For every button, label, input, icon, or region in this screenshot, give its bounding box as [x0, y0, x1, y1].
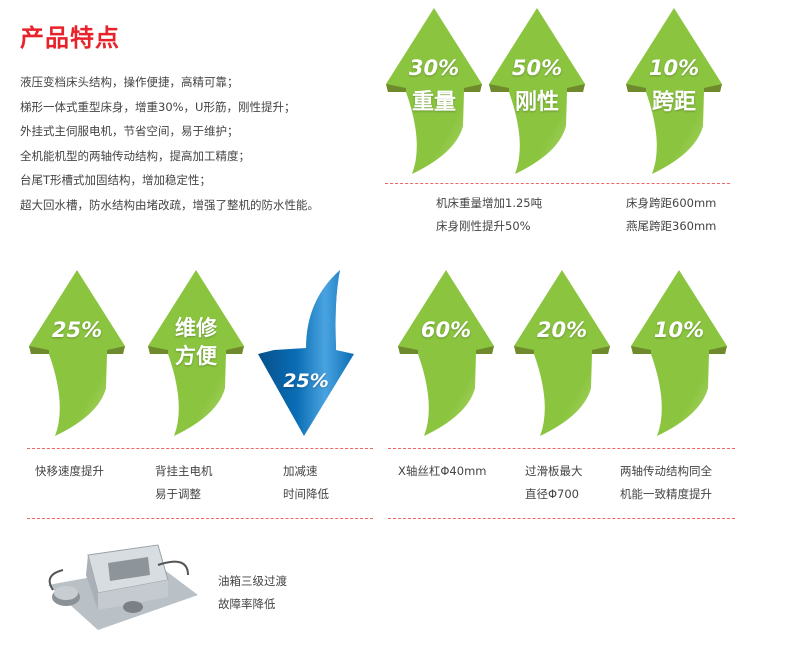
span-up-arrow-icon: 10% 跨距 — [624, 8, 724, 174]
arrow-value: 10% — [648, 56, 700, 80]
arrow-value: 25% — [51, 318, 103, 342]
caption-line: 机能一致精度提升 — [620, 487, 712, 501]
caption: X轴丝杠Φ40mm — [398, 460, 486, 483]
feature-item: 超大回水槽，防水结构由堵改疏，增强了整机的防水性能。 — [20, 197, 319, 212]
divider — [27, 518, 373, 519]
rapid-speed-up-arrow-icon: 25% — [27, 270, 127, 436]
caption-line: 过滑板最大 — [525, 464, 583, 478]
arrow-label: 跨距 — [651, 90, 696, 115]
accel-time-down-arrow-icon: 25% — [256, 270, 356, 436]
arrow-value: 方便 — [175, 344, 217, 368]
oil-tank-image — [48, 544, 198, 630]
caption: 加减速 时间降低 — [283, 460, 329, 506]
screw-up-arrow-icon: 60% — [396, 270, 496, 436]
maintenance-up-arrow-icon: 维修 方便 — [146, 270, 246, 436]
caption: 机床重量增加1.25吨 床身刚性提升50% — [436, 192, 542, 238]
caption-line: 故障率降低 — [218, 597, 276, 611]
caption-line: 床身跨距600mm — [626, 196, 717, 210]
arrow-value: 10% — [653, 318, 705, 342]
weight-up-arrow-icon: 30% 重量 — [384, 8, 484, 174]
arrow-value: 维修 — [175, 316, 217, 340]
caption-line: 床身刚性提升50% — [436, 219, 531, 233]
caption-line: 燕尾跨距360mm — [626, 219, 717, 233]
feature-item: 外挂式主伺服电机，节省空间，易于维护； — [20, 124, 239, 138]
caption: 过滑板最大直径Φ700 — [525, 460, 583, 506]
feature-item: 液压变档床头结构，操作便捷，高精可靠； — [20, 75, 239, 89]
caption-line: 易于调整 — [155, 487, 201, 501]
caption: 快移速度提升 — [35, 460, 104, 483]
caption-line: X轴丝杠Φ40mm — [398, 464, 487, 478]
arrow-label: 重量 — [411, 90, 456, 115]
precision-up-arrow-icon: 10% — [629, 270, 729, 436]
caption-line: 快移速度提升 — [35, 464, 104, 478]
feature-item: 台尾T形槽式加固结构，增加稳定性； — [20, 173, 212, 187]
caption-line: 油箱三级过渡 — [218, 574, 287, 588]
divider — [385, 183, 730, 184]
feature-item: 全机能机型的两轴传动结构，提高加工精度； — [20, 148, 250, 163]
feature-list: 液压变档床头结构，操作便捷，高精可靠； 梯形一体式重型床身，增重30%，U形筋，… — [20, 70, 319, 217]
arrow-value: 20% — [536, 318, 588, 342]
caption: 背挂主电机 易于调整 — [155, 460, 213, 506]
caption-line: 加减速 — [283, 464, 318, 478]
caption-line: 时间降低 — [283, 487, 329, 501]
caption: 两轴传动结构同全 机能一致精度提升 — [620, 460, 712, 506]
divider — [388, 448, 735, 449]
caption: 床身跨距600mm 燕尾跨距360mm — [626, 192, 716, 238]
caption: 油箱三级过渡 故障率降低 — [218, 570, 287, 616]
arrow-label: 刚性 — [514, 90, 559, 115]
caption-line: 背挂主电机 — [155, 464, 213, 478]
rigidity-up-arrow-icon: 50% 刚性 — [487, 8, 587, 174]
caption-line: 两轴传动结构同全 — [620, 464, 712, 478]
arrow-value: 25% — [283, 370, 329, 392]
swing-up-arrow-icon: 20% — [512, 270, 612, 436]
page-title: 产品特点 — [20, 24, 120, 52]
caption-line: 直径Φ700 — [525, 487, 580, 501]
divider — [27, 448, 373, 449]
arrow-value: 50% — [511, 56, 563, 80]
arrow-value: 60% — [420, 318, 472, 342]
divider — [388, 518, 735, 519]
arrow-value: 30% — [408, 56, 460, 80]
caption-line: 机床重量增加1.25吨 — [436, 196, 543, 210]
feature-item: 梯形一体式重型床身，增重30%，U形筋，刚性提升； — [20, 99, 296, 114]
